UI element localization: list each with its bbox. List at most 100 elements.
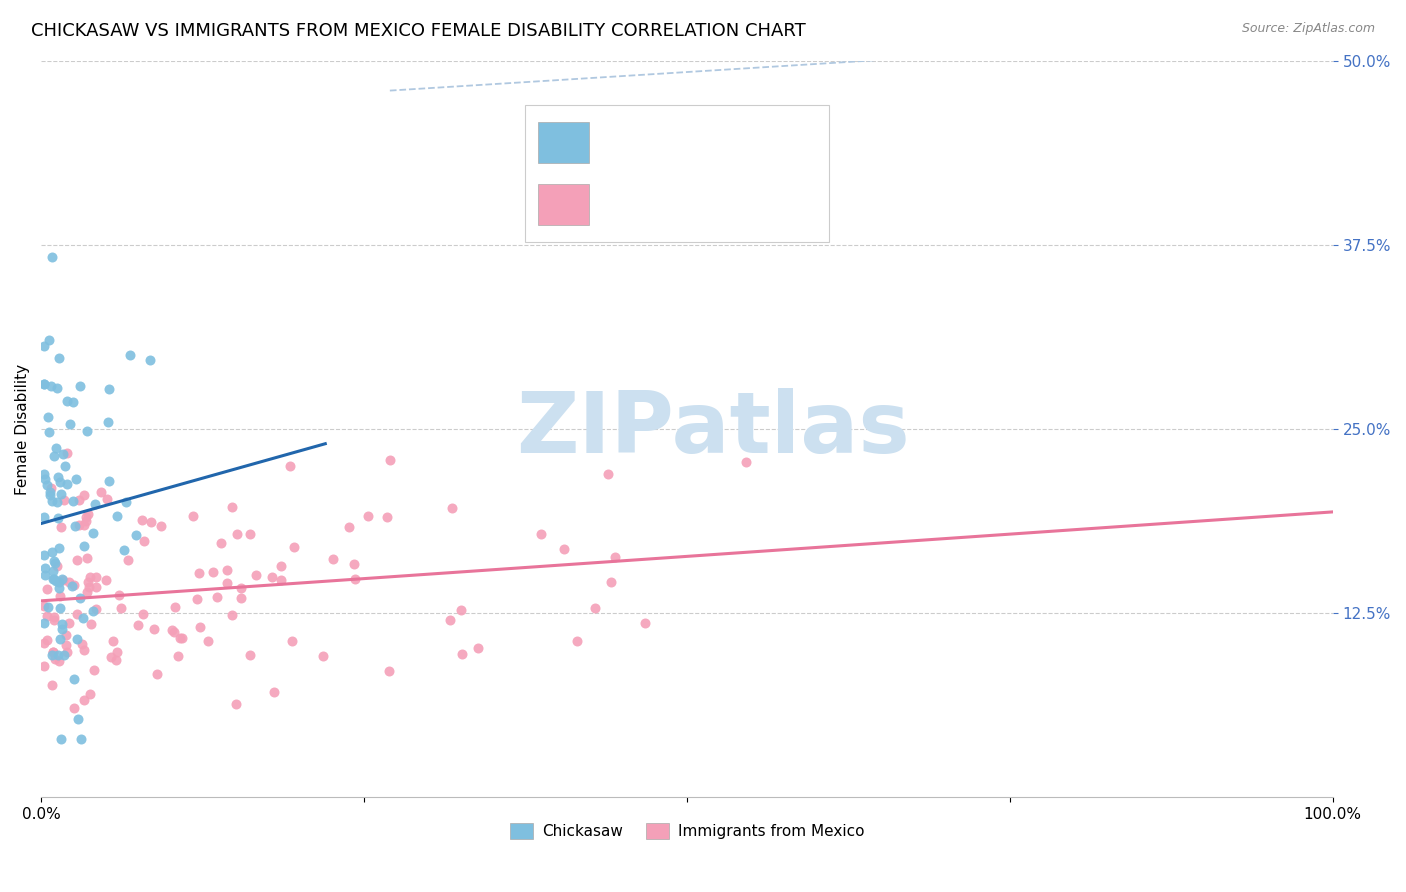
Point — [65, 472, 87, 486]
Point — [72, 637, 94, 651]
Point — [49, 475, 72, 489]
Point — [66, 712, 89, 726]
Point — [52, 573, 75, 587]
Point — [77, 574, 100, 589]
Point — [38, 333, 60, 347]
Point — [42, 645, 65, 659]
Point — [73, 517, 96, 532]
Point — [32, 615, 55, 630]
Point — [51, 617, 73, 632]
Point — [39, 379, 62, 393]
Point — [35, 633, 58, 648]
Point — [38, 425, 60, 440]
Point — [138, 352, 160, 367]
Point — [49, 519, 72, 533]
Point — [221, 500, 243, 515]
Point — [163, 625, 186, 640]
Point — [58, 575, 80, 590]
Point — [48, 632, 70, 646]
Point — [451, 647, 474, 661]
Point — [39, 481, 62, 495]
Point — [45, 380, 67, 394]
Point — [66, 632, 89, 647]
Point — [46, 511, 69, 525]
Point — [209, 536, 232, 550]
Point — [270, 574, 292, 588]
Point — [42, 572, 65, 586]
Point — [58, 616, 80, 631]
Point — [56, 645, 79, 659]
Point — [377, 665, 399, 679]
Point — [357, 509, 380, 524]
Point — [69, 379, 91, 393]
Point — [450, 603, 472, 617]
Point — [132, 534, 155, 549]
Point — [76, 551, 98, 566]
Point — [62, 672, 84, 686]
Point — [49, 600, 72, 615]
Point — [378, 453, 401, 467]
Point — [41, 545, 63, 559]
Legend: Chickasaw, Immigrants from Mexico: Chickasaw, Immigrants from Mexico — [503, 817, 870, 845]
Point — [215, 563, 238, 577]
Point — [115, 495, 138, 509]
Point — [112, 543, 135, 558]
Point — [160, 623, 183, 637]
Point — [34, 568, 56, 582]
Point — [73, 488, 96, 502]
Text: CHICKASAW VS IMMIGRANTS FROM MEXICO FEMALE DISABILITY CORRELATION CHART: CHICKASAW VS IMMIGRANTS FROM MEXICO FEMA… — [31, 22, 806, 40]
Point — [42, 554, 65, 568]
Point — [45, 558, 67, 573]
Point — [44, 572, 66, 586]
Point — [567, 633, 589, 648]
Point — [596, 467, 619, 482]
Point — [56, 446, 79, 460]
Text: Source: ZipAtlas.com: Source: ZipAtlas.com — [1241, 22, 1375, 36]
Point — [131, 607, 153, 621]
Point — [84, 580, 107, 594]
Point — [51, 622, 73, 636]
Point — [143, 622, 166, 636]
Point — [311, 649, 333, 664]
Point — [187, 566, 209, 580]
Point — [439, 613, 461, 627]
Point — [225, 698, 247, 712]
Point — [67, 493, 90, 508]
Point — [260, 570, 283, 584]
Point — [32, 599, 55, 614]
Point — [101, 634, 124, 648]
Point — [41, 648, 63, 662]
Point — [104, 652, 127, 666]
Point — [84, 570, 107, 584]
Point — [60, 579, 83, 593]
Point — [343, 557, 366, 571]
Point — [55, 476, 77, 491]
Point — [108, 588, 131, 602]
Point — [73, 693, 96, 707]
Point — [39, 485, 62, 500]
Point — [75, 510, 97, 524]
Point — [45, 442, 67, 456]
Point — [34, 472, 56, 486]
Point — [48, 351, 70, 366]
Point — [32, 548, 55, 562]
Point — [146, 666, 169, 681]
Point — [48, 582, 70, 596]
Point — [35, 582, 58, 596]
Point — [44, 651, 66, 665]
Point — [169, 631, 191, 645]
Point — [32, 467, 55, 481]
Point — [32, 636, 55, 650]
Point — [48, 541, 70, 555]
Point — [49, 589, 72, 603]
Point — [181, 509, 204, 524]
Point — [125, 527, 148, 541]
Point — [239, 526, 262, 541]
Point — [322, 551, 344, 566]
Point — [44, 556, 66, 570]
Point — [35, 609, 58, 624]
Point — [42, 564, 65, 578]
Point — [202, 565, 225, 579]
Point — [149, 519, 172, 533]
Point — [62, 701, 84, 715]
